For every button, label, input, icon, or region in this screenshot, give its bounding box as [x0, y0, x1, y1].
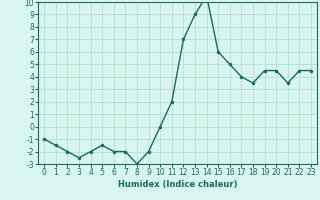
- X-axis label: Humidex (Indice chaleur): Humidex (Indice chaleur): [118, 180, 237, 189]
